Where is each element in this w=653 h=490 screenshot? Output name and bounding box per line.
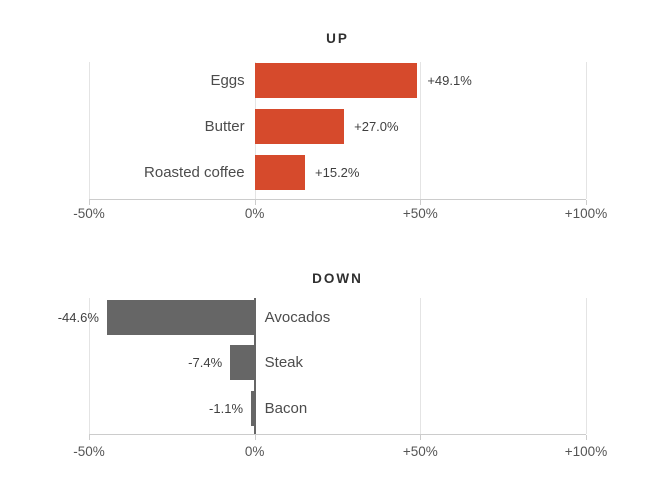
x-axis-tick-label: 0% (244, 206, 265, 221)
x-axis-tick (586, 200, 587, 205)
bar-roasted-coffee (254, 155, 306, 190)
x-axis-tick (254, 435, 256, 440)
bar-avocados (106, 300, 255, 335)
value-label: +49.1% (427, 73, 472, 88)
category-label: Roasted coffee (144, 164, 245, 181)
category-label: Avocados (264, 309, 331, 326)
x-axis-tick (586, 435, 587, 440)
gridline-100 (586, 298, 587, 434)
x-axis-tick (254, 200, 256, 205)
gridline-100 (586, 62, 587, 199)
x-axis-tick-label: 0% (244, 444, 265, 459)
value-label: -44.6% (57, 310, 99, 325)
x-axis-tick (420, 200, 422, 205)
x-axis-line (89, 199, 586, 200)
category-label: Bacon (264, 400, 308, 417)
chart-down-title: DOWN (312, 271, 363, 286)
chart-up-title: UP (326, 31, 349, 46)
zero-axis-line (253, 298, 256, 434)
value-label: +27.0% (354, 119, 399, 134)
gridline-50 (420, 298, 422, 434)
value-label: -1.1% (209, 401, 244, 416)
x-axis-tick-label: +100% (564, 444, 608, 459)
x-axis-tick-label: -50% (73, 206, 105, 221)
bar-steak (230, 345, 255, 380)
bar-eggs (254, 63, 418, 98)
category-label: Butter (204, 118, 245, 135)
bar-bacon (251, 391, 255, 426)
category-label: Eggs (210, 72, 245, 89)
gridline-50 (89, 298, 90, 434)
x-axis-tick (89, 435, 90, 440)
x-axis-tick-label: +50% (402, 444, 438, 459)
gridline-50 (420, 62, 422, 199)
x-axis-tick-label: -50% (73, 444, 105, 459)
x-axis-tick (420, 435, 422, 440)
x-axis-tick-label: +50% (402, 206, 438, 221)
gridline-50 (89, 62, 90, 199)
value-label: +15.2% (315, 165, 360, 180)
x-axis-tick (89, 200, 90, 205)
category-label: Steak (264, 354, 304, 371)
bar-butter (254, 109, 345, 144)
x-axis-line (89, 434, 586, 435)
value-label: -7.4% (188, 355, 223, 370)
x-axis-tick-label: +100% (564, 206, 608, 221)
